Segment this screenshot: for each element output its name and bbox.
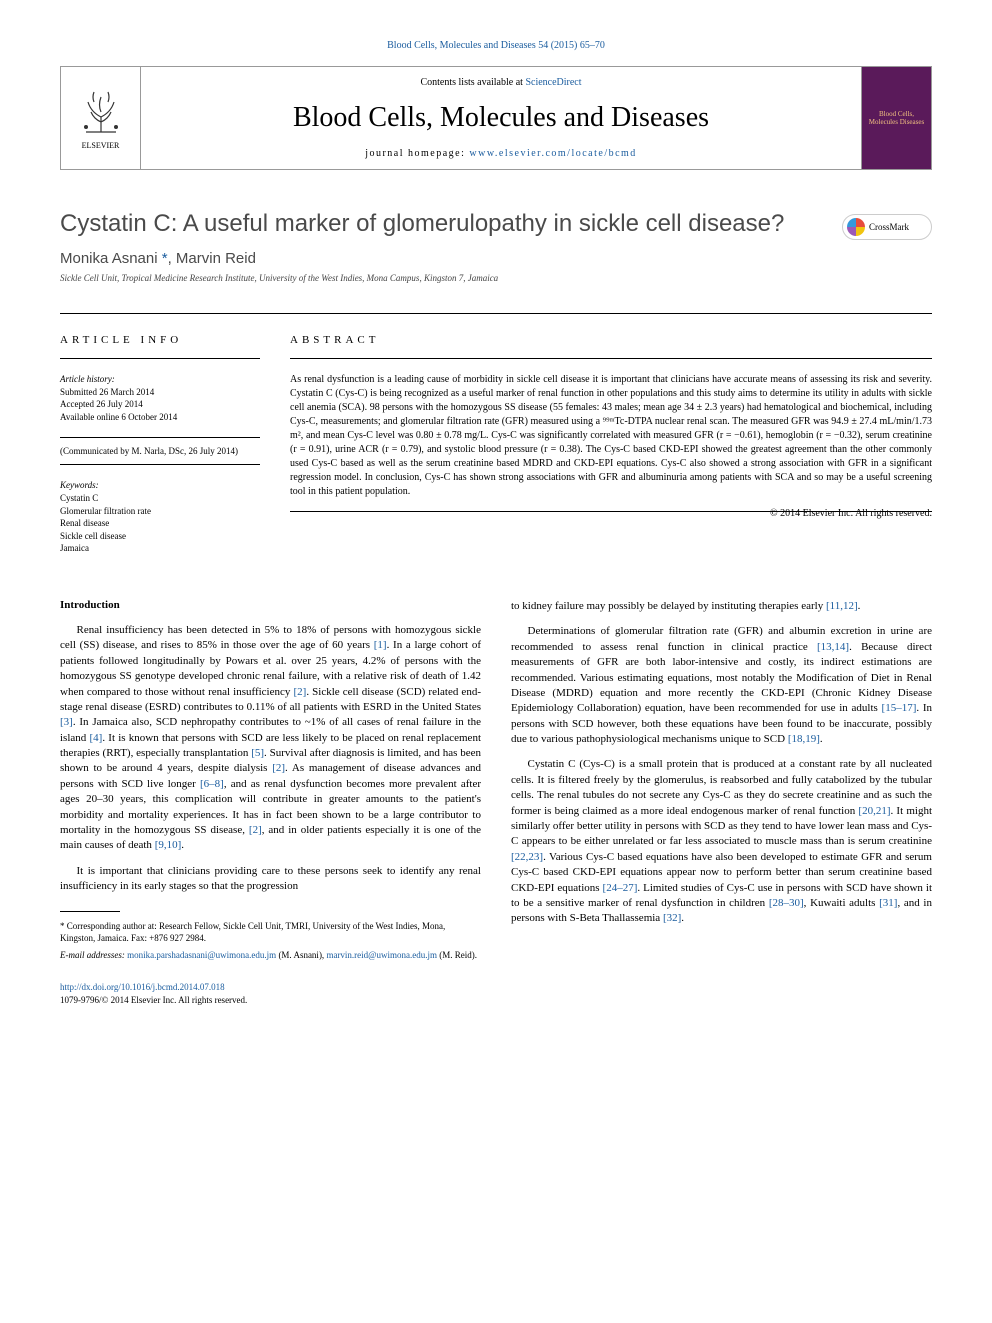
keyword: Sickle cell disease	[60, 530, 260, 543]
keywords-block: Keywords: Cystatin C Glomerular filtrati…	[60, 479, 260, 555]
homepage-line: journal homepage: www.elsevier.com/locat…	[365, 148, 637, 159]
doi-block: http://dx.doi.org/10.1016/j.bcmd.2014.07…	[60, 981, 481, 1006]
abstract-heading: ABSTRACT	[290, 334, 932, 359]
keyword: Jamaica	[60, 542, 260, 555]
email-who: (M. Reid).	[437, 950, 477, 960]
top-citation: Blood Cells, Molecules and Diseases 54 (…	[60, 40, 932, 51]
article-info-column: ARTICLE INFO Article history: Submitted …	[60, 334, 260, 569]
email-label: E-mail addresses:	[60, 950, 125, 960]
keyword: Cystatin C	[60, 492, 260, 505]
body-paragraph: It is important that clinicians providin…	[60, 864, 481, 895]
elsevier-logo: ELSEVIER	[61, 67, 141, 169]
masthead-center: Contents lists available at ScienceDirec…	[141, 67, 861, 169]
body-paragraph: Cystatin C (Cys-C) is a small protein th…	[511, 757, 932, 926]
abstract-column: ABSTRACT As renal dysfunction is a leadi…	[290, 334, 932, 569]
sciencedirect-link[interactable]: ScienceDirect	[525, 77, 581, 88]
homepage-prefix: journal homepage:	[365, 148, 469, 159]
email-footnote: E-mail addresses: monika.parshadasnani@u…	[60, 949, 481, 962]
body-columns: Introduction Renal insufficiency has bee…	[60, 599, 932, 1007]
keyword: Renal disease	[60, 517, 260, 530]
introduction-heading: Introduction	[60, 599, 481, 611]
contents-prefix: Contents lists available at	[420, 77, 525, 88]
email-who: (M. Asnani),	[276, 950, 324, 960]
publisher-name: ELSEVIER	[82, 141, 120, 150]
online-date: Available online 6 October 2014	[60, 411, 260, 424]
journal-cover-thumbnail: Blood Cells, Molecules Diseases	[861, 67, 931, 169]
affiliation: Sickle Cell Unit, Tropical Medicine Rese…	[60, 273, 932, 283]
info-abstract-row: ARTICLE INFO Article history: Submitted …	[60, 313, 932, 569]
submitted-date: Submitted 26 March 2014	[60, 386, 260, 399]
issn-copyright: 1079-9796/© 2014 Elsevier Inc. All right…	[60, 995, 247, 1005]
right-column: to kidney failure may possibly be delaye…	[511, 599, 932, 1007]
journal-name: Blood Cells, Molecules and Diseases	[293, 102, 709, 134]
email-link[interactable]: marvin.reid@uwimona.edu.jm	[326, 950, 437, 960]
article-info-heading: ARTICLE INFO	[60, 334, 260, 359]
footnote-rule	[60, 911, 120, 912]
authors-line: Monika Asnani *, Marvin Reid	[60, 250, 932, 267]
left-column: Introduction Renal insufficiency has bee…	[60, 599, 481, 1007]
abstract-text: As renal dysfunction is a leading cause …	[290, 373, 932, 512]
history-label: Article history:	[60, 373, 260, 386]
crossmark-badge[interactable]: CrossMark	[842, 214, 932, 240]
communicated-by: (Communicated by M. Narla, DSc, 26 July …	[60, 437, 260, 465]
doi-link[interactable]: http://dx.doi.org/10.1016/j.bcmd.2014.07…	[60, 982, 225, 992]
article-history: Article history: Submitted 26 March 2014…	[60, 373, 260, 423]
body-paragraph: to kidney failure may possibly be delaye…	[511, 599, 932, 614]
keywords-label: Keywords:	[60, 479, 260, 492]
paper-title: Cystatin C: A useful marker of glomerulo…	[60, 210, 822, 238]
corresponding-author-footnote: * Corresponding author at: Research Fell…	[60, 920, 481, 945]
contents-line: Contents lists available at ScienceDirec…	[420, 77, 581, 88]
masthead: ELSEVIER Contents lists available at Sci…	[60, 66, 932, 170]
abstract-copyright: © 2014 Elsevier Inc. All rights reserved…	[290, 508, 932, 519]
elsevier-tree-icon	[76, 87, 126, 137]
homepage-link[interactable]: www.elsevier.com/locate/bcmd	[469, 148, 636, 159]
body-paragraph: Renal insufficiency has been detected in…	[60, 623, 481, 854]
crossmark-icon	[847, 218, 865, 236]
cover-text: Blood Cells, Molecules Diseases	[866, 110, 927, 126]
crossmark-label: CrossMark	[869, 222, 909, 232]
keyword: Glomerular filtration rate	[60, 505, 260, 518]
email-link[interactable]: monika.parshadasnani@uwimona.edu.jm	[127, 950, 276, 960]
title-row: Cystatin C: A useful marker of glomerulo…	[60, 210, 932, 240]
accepted-date: Accepted 26 July 2014	[60, 398, 260, 411]
body-paragraph: Determinations of glomerular filtration …	[511, 624, 932, 747]
